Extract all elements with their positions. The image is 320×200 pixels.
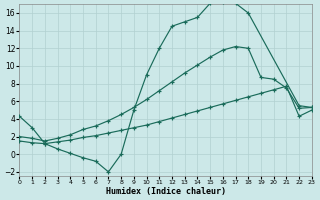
X-axis label: Humidex (Indice chaleur): Humidex (Indice chaleur)	[106, 187, 226, 196]
